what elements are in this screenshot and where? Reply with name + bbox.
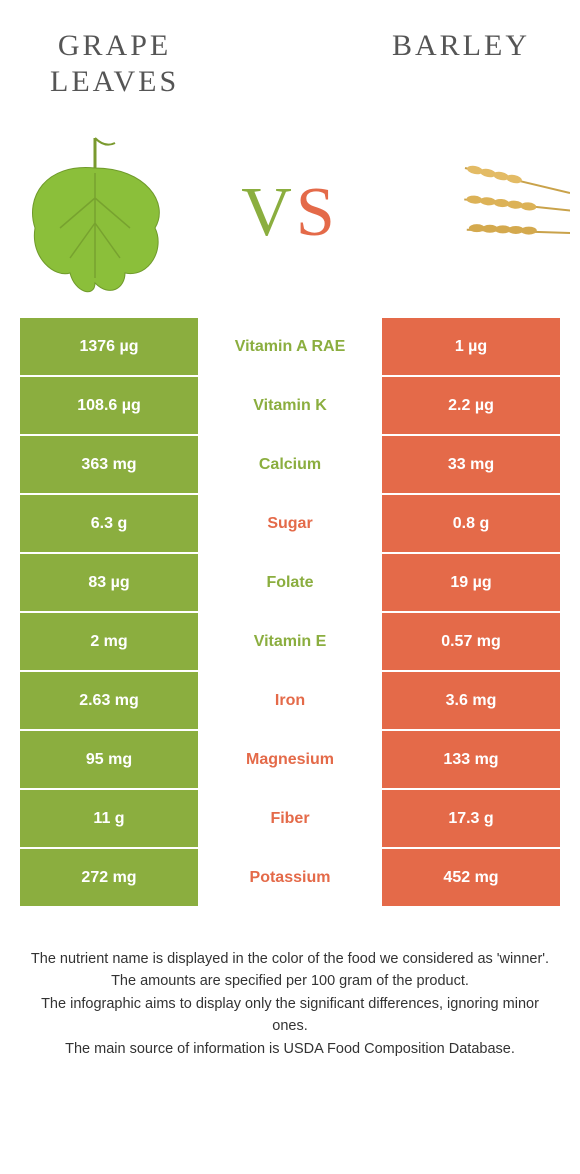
right-value-cell: 19 µg [380,554,560,611]
left-value-cell: 6.3 g [20,495,200,552]
table-row: 272 mgPotassium452 mg [20,849,560,908]
grape-leaf-icon [10,128,180,298]
right-value-cell: 3.6 mg [380,672,560,729]
nutrient-name-cell: Magnesium [200,731,380,788]
table-row: 2 mgVitamin E0.57 mg [20,613,560,672]
header: GRAPE LEAVES BARLEY [0,0,580,118]
right-value-cell: 452 mg [380,849,560,906]
left-value-cell: 11 g [20,790,200,847]
nutrient-name-cell: Vitamin K [200,377,380,434]
right-food-title: BARLEY [392,28,530,100]
vs-v: V [241,173,296,253]
barley-icon [400,148,570,278]
comparison-table: 1376 µgVitamin A RAE1 µg108.6 µgVitamin … [0,318,580,908]
footer-line: The nutrient name is displayed in the co… [30,948,550,970]
left-value-cell: 272 mg [20,849,200,906]
footer-notes: The nutrient name is displayed in the co… [0,908,580,1060]
table-row: 95 mgMagnesium133 mg [20,731,560,790]
table-row: 2.63 mgIron3.6 mg [20,672,560,731]
left-value-cell: 95 mg [20,731,200,788]
vs-label: VS [241,173,339,253]
nutrient-name-cell: Folate [200,554,380,611]
right-value-cell: 0.8 g [380,495,560,552]
right-value-cell: 17.3 g [380,790,560,847]
table-row: 108.6 µgVitamin K2.2 µg [20,377,560,436]
title-line: LEAVES [50,65,179,98]
right-value-cell: 1 µg [380,318,560,375]
right-value-cell: 133 mg [380,731,560,788]
right-value-cell: 2.2 µg [380,377,560,434]
left-value-cell: 2 mg [20,613,200,670]
nutrient-name-cell: Fiber [200,790,380,847]
footer-line: The main source of information is USDA F… [30,1038,550,1060]
footer-line: The amounts are specified per 100 gram o… [30,970,550,992]
nutrient-name-cell: Vitamin A RAE [200,318,380,375]
table-row: 1376 µgVitamin A RAE1 µg [20,318,560,377]
nutrient-name-cell: Potassium [200,849,380,906]
left-value-cell: 363 mg [20,436,200,493]
footer-line: The infographic aims to display only the… [30,993,550,1038]
left-food-title: GRAPE LEAVES [50,28,179,100]
nutrient-name-cell: Calcium [200,436,380,493]
right-value-cell: 0.57 mg [380,613,560,670]
nutrient-name-cell: Vitamin E [200,613,380,670]
left-value-cell: 2.63 mg [20,672,200,729]
left-value-cell: 108.6 µg [20,377,200,434]
nutrient-name-cell: Sugar [200,495,380,552]
title-line: GRAPE [58,29,171,62]
left-value-cell: 1376 µg [20,318,200,375]
table-row: 11 gFiber17.3 g [20,790,560,849]
right-value-cell: 33 mg [380,436,560,493]
nutrient-name-cell: Iron [200,672,380,729]
left-value-cell: 83 µg [20,554,200,611]
table-row: 363 mgCalcium33 mg [20,436,560,495]
table-row: 83 µgFolate19 µg [20,554,560,613]
title-line: BARLEY [392,29,530,62]
image-row: VS [0,118,580,318]
table-row: 6.3 gSugar0.8 g [20,495,560,554]
vs-s: S [296,173,339,253]
